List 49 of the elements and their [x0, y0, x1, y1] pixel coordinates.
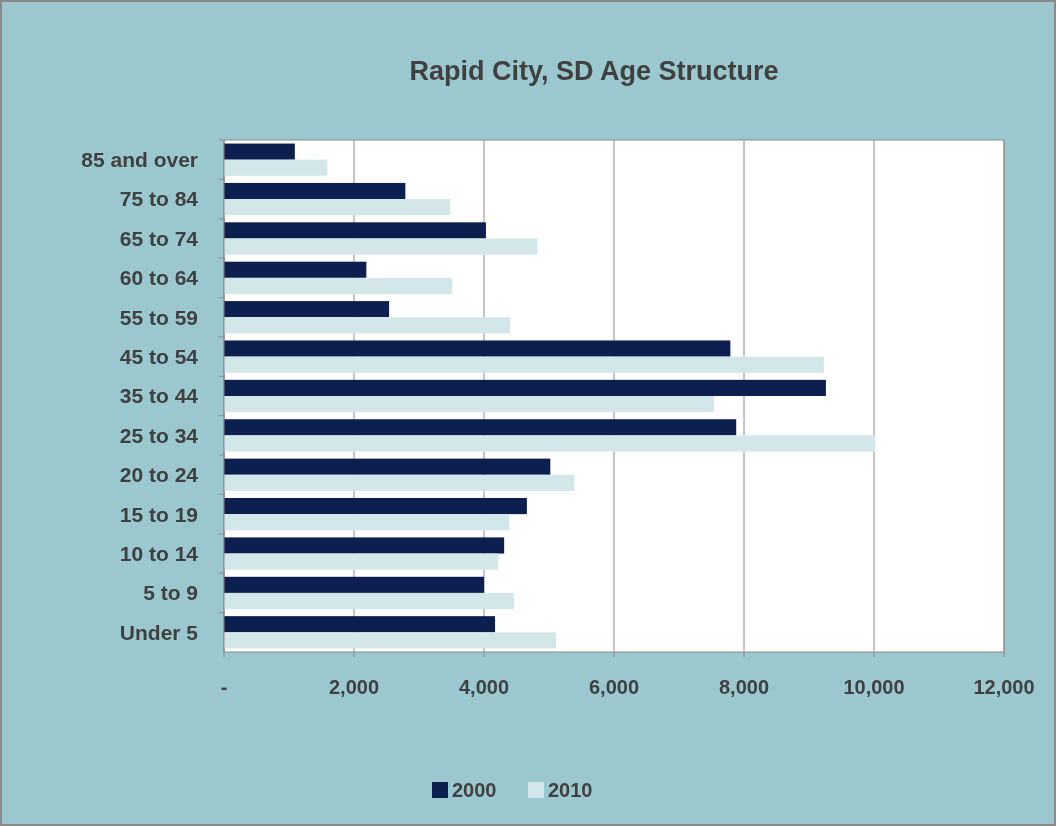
bar	[224, 143, 295, 160]
bar	[224, 199, 451, 216]
y-tick-label: 20 to 24	[119, 463, 199, 487]
y-tick-label: 15 to 19	[119, 502, 198, 526]
x-tick-label: 6,000	[588, 676, 640, 698]
y-tick-label: 45 to 54	[119, 344, 199, 368]
y-tick-label: 5 to 9	[143, 581, 198, 605]
bar	[224, 576, 484, 593]
y-tick-label: 25 to 34	[119, 423, 199, 447]
legend-label: 2000	[452, 779, 497, 801]
y-tick-label: Under 5	[119, 620, 199, 644]
bar	[224, 317, 510, 334]
x-tick-label: 8,000	[718, 676, 770, 698]
bar	[224, 474, 575, 491]
y-tick-label: 65 to 74	[119, 226, 199, 250]
y-tick-label: 10 to 14	[119, 541, 199, 565]
x-tick-label: 10,000	[843, 676, 905, 698]
y-tick-label: 75 to 84	[119, 187, 199, 211]
bar	[224, 498, 527, 515]
y-tick-label: 55 to 59	[119, 305, 198, 329]
bar	[224, 159, 328, 176]
y-tick-label: 35 to 44	[119, 384, 199, 408]
legend-label: 2010	[548, 779, 593, 801]
bar	[224, 616, 496, 633]
bar	[224, 261, 367, 278]
chart-title: Rapid City, SD Age Structure	[409, 56, 779, 86]
x-tick-label: 12,000	[973, 676, 1035, 698]
bar	[224, 537, 505, 554]
bar	[224, 396, 715, 413]
bar	[224, 222, 486, 239]
bar	[224, 182, 406, 200]
y-tick-label: 85 and over	[81, 148, 198, 172]
bar	[224, 553, 499, 570]
bar	[224, 277, 453, 294]
bar	[224, 379, 826, 396]
x-tick-label: 4,000	[458, 676, 510, 698]
bar	[224, 301, 390, 318]
bar	[224, 340, 731, 357]
bar	[224, 514, 510, 531]
bar	[224, 632, 557, 649]
bar	[224, 419, 737, 436]
bar	[224, 592, 514, 610]
bar	[224, 238, 538, 255]
x-tick-label: 2,000	[328, 676, 380, 698]
bar	[224, 356, 824, 373]
x-tick-label: -	[220, 676, 228, 698]
bar	[224, 458, 551, 475]
bar	[224, 435, 876, 452]
y-tick-label: 60 to 64	[119, 266, 199, 290]
